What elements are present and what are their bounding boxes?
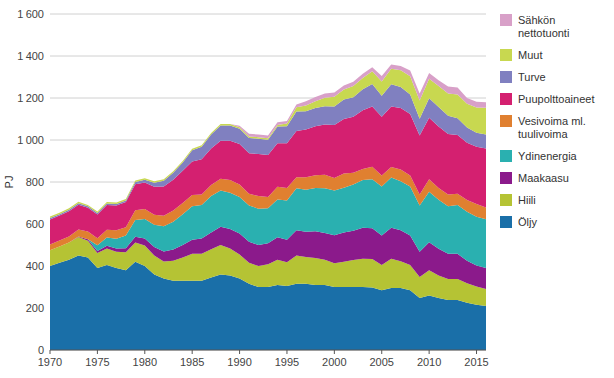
x-tick [97, 350, 98, 354]
x-tick [50, 350, 51, 354]
x-tick-label: 1975 [85, 356, 109, 368]
x-tick [476, 350, 477, 354]
legend-swatch [500, 115, 512, 127]
x-tick-label: 1980 [133, 356, 157, 368]
legend-label-line: Hiili [518, 194, 536, 206]
grid [50, 14, 486, 350]
legend-label: Maakaasu [518, 172, 569, 184]
y-tick-label: 1 200 [17, 92, 44, 104]
chart: 0 200 400 600 800 1 000 1 200 1 400 1 600 1970 197… [0, 0, 614, 378]
legend-label: Öljy [518, 216, 537, 228]
x-tick-label: 1990 [227, 356, 251, 368]
grid-line [50, 14, 486, 15]
legend-label-line: Puupolttoaineet [518, 93, 594, 105]
grid-line [50, 56, 486, 57]
y-tick-label: 200 [26, 302, 44, 314]
legend-label: Ydinenergia [518, 150, 578, 162]
legend-swatch [500, 172, 512, 184]
legend-label: Muut [518, 49, 542, 61]
legend-swatch [500, 150, 512, 162]
legend-label-line: Turve [518, 71, 546, 83]
x-tick [334, 350, 335, 354]
areas [50, 65, 486, 350]
legend-label-line: Vesivoima ml. [518, 115, 586, 127]
x-tick [192, 350, 193, 354]
x-tick-label: 1970 [38, 356, 62, 368]
y-tick-label: 0 [38, 344, 44, 356]
y-tick-label: 600 [26, 218, 44, 230]
legend-swatch [500, 49, 512, 61]
x-tick-label: 1985 [180, 356, 204, 368]
grid-line [50, 350, 486, 351]
area [50, 69, 486, 218]
legend-label-line: Ydinenergia [518, 150, 578, 162]
x-tick [144, 350, 145, 354]
x-tick-label: 2010 [417, 356, 441, 368]
y-axis-label: PJ [3, 176, 15, 189]
legend-swatch [500, 14, 512, 26]
legend-label-line: tuulivoima [518, 128, 568, 140]
legend-label-line: nettotuonti [518, 27, 569, 39]
legend-swatch [500, 93, 512, 105]
legend-swatch [500, 71, 512, 83]
legend-label: Vesivoima ml.tuulivoima [518, 115, 586, 140]
x-tick [239, 350, 240, 354]
legend-label: Hiili [518, 194, 536, 206]
legend-swatch [500, 216, 512, 228]
legend: Sähkönnettotuonti Muut Turve Puupolttoainee… [500, 14, 594, 228]
y-tick-label: 400 [26, 260, 44, 272]
y-tick-label: 800 [26, 176, 44, 188]
y-tick-label: 1 400 [17, 50, 44, 62]
x-tick-label: 2005 [369, 356, 393, 368]
legend-label-line: Sähkön [518, 14, 555, 26]
legend-label-line: Muut [518, 49, 542, 61]
legend-label: Turve [518, 71, 546, 83]
x-tick [286, 350, 287, 354]
legend-label: Sähkönnettotuonti [518, 14, 569, 39]
x-tick [381, 350, 382, 354]
legend-label-line: Öljy [518, 216, 537, 228]
x-tick-label: 1995 [275, 356, 299, 368]
y-tick-label: 1 600 [17, 8, 44, 20]
legend-label: Puupolttoaineet [518, 93, 594, 105]
legend-swatch [500, 194, 512, 206]
x-tick-label: 2000 [322, 356, 346, 368]
x-tick [429, 350, 430, 354]
area [50, 65, 486, 217]
x-axis-line [50, 350, 486, 351]
y-tick-label: 1 000 [17, 134, 44, 146]
x-tick-label: 2015 [464, 356, 488, 368]
legend-label-line: Maakaasu [518, 172, 569, 184]
